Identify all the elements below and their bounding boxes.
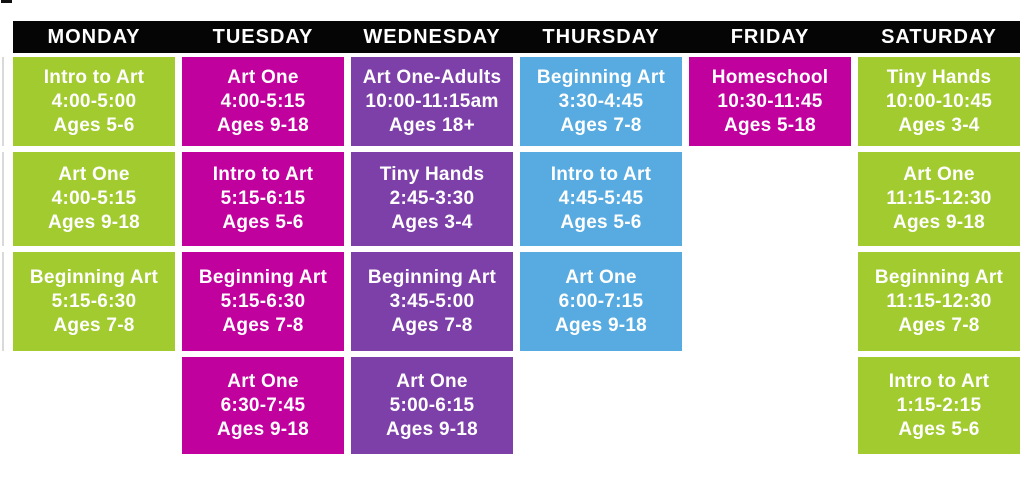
empty-slot	[689, 252, 851, 351]
class-name: Beginning Art	[367, 266, 497, 288]
class-time: 1:15-2:15	[896, 394, 982, 416]
class-name: Art One	[565, 266, 637, 288]
class-card-thursday-2: Intro to Art 4:45-5:45 Ages 5-6	[520, 152, 682, 246]
class-time: 4:00-5:00	[51, 90, 137, 112]
class-time: 3:45-5:00	[389, 290, 475, 312]
class-card-monday-3: Beginning Art 5:15-6:30 Ages 7-8	[13, 252, 175, 351]
class-name: Art One	[227, 66, 299, 88]
class-name: Tiny Hands	[379, 164, 485, 185]
class-time: 4:00-5:15	[220, 90, 306, 112]
class-time: 11:15-12:30	[886, 188, 992, 209]
class-time: 10:00-10:45	[885, 90, 993, 112]
class-ages: Ages 3-4	[391, 212, 473, 233]
class-card-thursday-3: Art One 6:00-7:15 Ages 9-18	[520, 252, 682, 351]
class-time: 2:45-3:30	[389, 188, 475, 209]
class-card-tuesday-1: Art One 4:00-5:15 Ages 9-18	[182, 57, 344, 146]
day-header-thursday: THURSDAY	[542, 25, 660, 48]
cropped-cell-edge	[2, 57, 4, 146]
class-name: Intro to Art	[43, 66, 145, 88]
class-card-tuesday-2: Intro to Art 5:15-6:15 Ages 5-6	[182, 152, 344, 246]
class-card-saturday-4: Intro to Art 1:15-2:15 Ages 5-6	[858, 357, 1020, 454]
class-name: Beginning Art	[198, 266, 328, 288]
class-time: 11:15-12:30	[886, 290, 992, 312]
cropped-cell-edge	[2, 252, 4, 351]
class-name: Art One	[58, 164, 130, 185]
day-header-saturday: SATURDAY	[881, 25, 997, 48]
class-name: Beginning Art	[29, 266, 159, 288]
class-card-monday-1: Intro to Art 4:00-5:00 Ages 5-6	[13, 57, 175, 146]
class-card-tuesday-3: Beginning Art 5:15-6:30 Ages 7-8	[182, 252, 344, 351]
class-card-thursday-1: Beginning Art 3:30-4:45 Ages 7-8	[520, 57, 682, 146]
class-name: Homeschool	[711, 66, 829, 88]
class-ages: Ages 9-18	[216, 418, 310, 440]
class-name: Intro to Art	[888, 370, 990, 392]
day-header-tuesday: TUESDAY	[212, 25, 314, 48]
class-name: Intro to Art	[212, 164, 314, 185]
class-card-saturday-3: Beginning Art 11:15-12:30 Ages 7-8	[858, 252, 1020, 351]
empty-slot	[689, 152, 851, 246]
class-ages: Ages 9-18	[892, 212, 986, 233]
class-card-wednesday-3: Beginning Art 3:45-5:00 Ages 7-8	[351, 252, 513, 351]
class-ages: Ages 7-8	[560, 114, 642, 136]
empty-slot	[520, 357, 682, 454]
class-ages: Ages 9-18	[216, 114, 310, 136]
class-time: 3:30-4:45	[558, 90, 644, 112]
class-time: 4:00-5:15	[51, 188, 137, 209]
class-time: 6:00-7:15	[558, 290, 644, 312]
class-time: 10:00-11:15am	[365, 90, 499, 112]
class-ages: Ages 7-8	[53, 314, 135, 336]
corner-artifact	[1, 0, 12, 3]
class-ages: Ages 3-4	[898, 114, 980, 136]
class-card-monday-2: Art One 4:00-5:15 Ages 9-18	[13, 152, 175, 246]
class-time: 5:15-6:30	[51, 290, 137, 312]
empty-slot	[13, 357, 175, 454]
class-ages: Ages 5-6	[53, 114, 135, 136]
day-header-monday: MONDAY	[47, 25, 141, 48]
class-ages: Ages 18+	[389, 114, 475, 136]
class-ages: Ages 9-18	[47, 212, 141, 233]
class-name: Art One	[227, 370, 299, 392]
class-time: 5:15-6:30	[220, 290, 306, 312]
class-name: Tiny Hands	[886, 66, 992, 88]
class-ages: Ages 5-6	[560, 212, 642, 233]
class-card-wednesday-2: Tiny Hands 2:45-3:30 Ages 3-4	[351, 152, 513, 246]
class-card-saturday-1: Tiny Hands 10:00-10:45 Ages 3-4	[858, 57, 1020, 146]
class-ages: Ages 5-18	[723, 114, 817, 136]
class-ages: Ages 7-8	[391, 314, 473, 336]
day-header-wednesday: WEDNESDAY	[363, 25, 501, 48]
class-ages: Ages 5-6	[222, 212, 304, 233]
class-card-wednesday-4: Art One 5:00-6:15 Ages 9-18	[351, 357, 513, 454]
class-card-wednesday-1: Art One-Adults 10:00-11:15am Ages 18+	[351, 57, 513, 146]
class-time: 5:15-6:15	[220, 188, 306, 209]
empty-slot	[689, 357, 851, 454]
class-time: 4:45-5:45	[558, 188, 644, 209]
class-card-friday-1: Homeschool 10:30-11:45 Ages 5-18	[689, 57, 851, 146]
day-header-friday: FRIDAY	[730, 25, 810, 48]
class-name: Art One	[903, 164, 975, 185]
cropped-cell-edge	[2, 152, 4, 246]
class-ages: Ages 9-18	[554, 314, 648, 336]
class-name: Art One-Adults	[362, 66, 502, 88]
day-header-row: MONDAY TUESDAY WEDNESDAY THURSDAY FRIDAY SATU…	[13, 21, 1020, 53]
class-name: Intro to Art	[550, 164, 652, 185]
class-ages: Ages 5-6	[898, 418, 980, 440]
class-ages: Ages 7-8	[898, 314, 980, 336]
class-name: Art One	[396, 370, 468, 392]
class-name: Beginning Art	[874, 266, 1004, 288]
class-time: 6:30-7:45	[220, 394, 306, 416]
schedule-grid: Intro to Art 4:00-5:00 Ages 5-6 Art One 4:00…	[13, 57, 1020, 454]
class-card-tuesday-4: Art One 6:30-7:45 Ages 9-18	[182, 357, 344, 454]
class-time: 10:30-11:45	[717, 90, 823, 112]
class-ages: Ages 9-18	[385, 418, 479, 440]
class-card-saturday-2: Art One 11:15-12:30 Ages 9-18	[858, 152, 1020, 246]
class-ages: Ages 7-8	[222, 314, 304, 336]
class-name: Beginning Art	[536, 66, 666, 88]
class-time: 5:00-6:15	[389, 394, 475, 416]
